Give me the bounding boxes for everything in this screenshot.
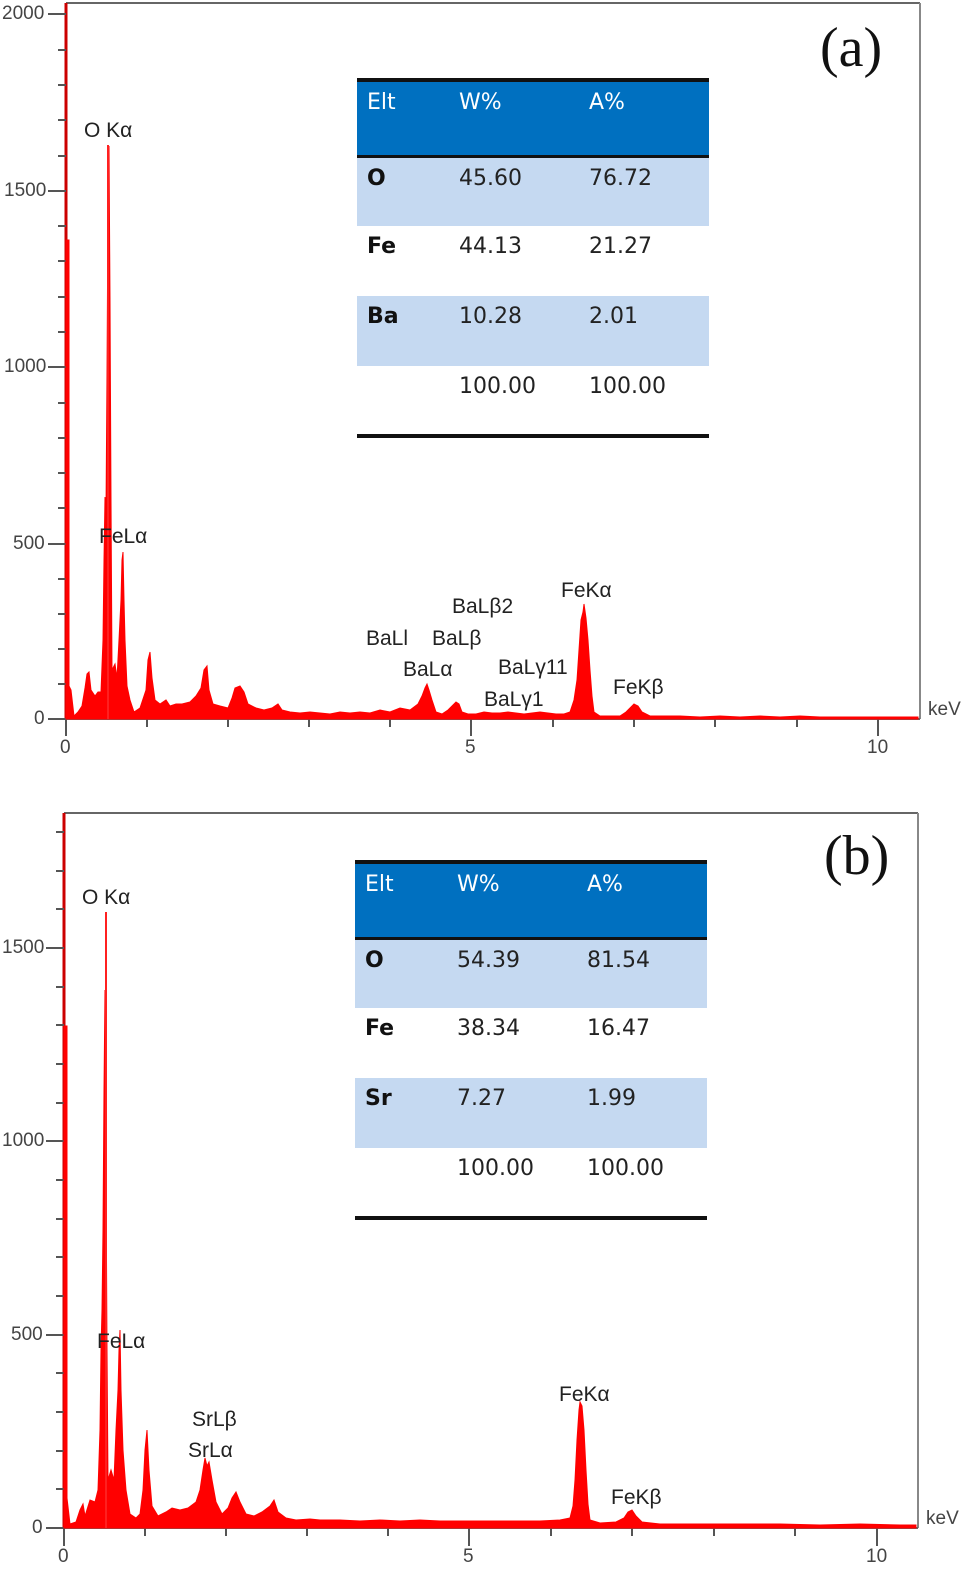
cell-elt: O: [365, 947, 384, 973]
table-header-row: Elt W% A%: [355, 862, 707, 938]
panel-label-a: (a): [820, 17, 883, 79]
x-tick-0: 0: [58, 1546, 69, 1567]
cell-at: 81.54: [587, 947, 650, 973]
table-total-row: 100.00 100.00: [357, 366, 709, 436]
peak-label-o-ka: O Kα: [84, 119, 133, 142]
cell-wt: 45.60: [459, 165, 522, 191]
x-unit-label: keV: [926, 1508, 959, 1529]
header-at: A%: [587, 872, 623, 897]
peak-label-fe-ka: FeKα: [561, 579, 612, 602]
table-row: Fe 44.13 21.27: [357, 226, 709, 296]
cell-elt: Ba: [367, 304, 399, 329]
x-tick-5: 5: [463, 1546, 474, 1567]
cell-elt: Fe: [367, 234, 397, 259]
table-row: Ba 10.28 2.01: [357, 296, 709, 366]
peak-label-fe-la: FeLα: [99, 525, 148, 548]
peak-label-ba-ll: BaLl: [366, 627, 409, 650]
cell-at-total: 100.00: [589, 374, 666, 399]
peak-label-ba-lb2: BaLβ2: [452, 595, 514, 618]
y-tick-0: 0: [34, 708, 45, 729]
panel-a: 2000 1500 1000 500 0 0 5 10 keV (a) O Kα…: [0, 0, 975, 790]
table-row: Sr 7.27 1.99: [355, 1078, 707, 1148]
cell-elt: Fe: [365, 1016, 395, 1041]
y-tick-1000: 1000: [4, 356, 47, 377]
x-tick-10: 10: [866, 1546, 888, 1567]
y-tick-500: 500: [13, 533, 45, 554]
cell-wt: 10.28: [459, 304, 522, 329]
peak-label-sr-la: SrLα: [188, 1439, 233, 1462]
panel-label-b: (b): [824, 825, 890, 887]
spectrum-b-plot: [46, 812, 919, 1546]
header-elt: Elt: [365, 872, 394, 897]
peak-label-ba-lb: BaLβ: [432, 627, 482, 650]
cell-elt: O: [367, 165, 386, 191]
composition-table-b: Elt W% A% O 54.39 81.54 Fe 38.34 16.47 S…: [355, 860, 707, 1220]
peak-label-fe-kb: FeKβ: [611, 1486, 662, 1509]
y-tick-1000: 1000: [2, 1130, 45, 1151]
peak-label-ba-la: BaLα: [403, 658, 453, 681]
peak-label-o-ka: O Kα: [82, 886, 131, 909]
cell-at: 16.47: [587, 1016, 650, 1041]
y-tick-1500: 1500: [4, 180, 47, 201]
cell-wt: 38.34: [457, 1016, 520, 1041]
table-header-row: Elt W% A%: [357, 80, 709, 156]
x-tick-5: 5: [465, 737, 476, 758]
cell-elt: Sr: [365, 1086, 392, 1111]
cell-wt: 44.13: [459, 234, 522, 259]
spectrum-a-trace: [65, 145, 919, 720]
table-total-row: 100.00 100.00: [355, 1148, 707, 1218]
x-tick-0: 0: [60, 737, 71, 758]
header-wt: W%: [459, 90, 502, 115]
y-tick-500: 500: [11, 1324, 43, 1345]
header-wt: W%: [457, 872, 500, 897]
peak-label-fe-la: FeLα: [97, 1330, 146, 1353]
panel-b: 1500 1000 500 0 0 5 10 keV (b) O Kα FeLα…: [0, 790, 975, 1585]
cell-elt: [355, 1148, 447, 1218]
spectrum-a-plot: [48, 2, 921, 736]
peak-label-ba-lg1: BaLγ1: [484, 688, 544, 711]
y-tick-2000: 2000: [2, 3, 45, 24]
table-row: O 54.39 81.54: [355, 938, 707, 1008]
peak-label-fe-ka: FeKα: [559, 1383, 610, 1406]
peak-label-fe-kb: FeKβ: [613, 676, 664, 699]
cell-at: 21.27: [589, 234, 652, 259]
cell-elt: [357, 366, 449, 436]
header-at: A%: [589, 90, 625, 115]
y-tick-0: 0: [32, 1517, 43, 1538]
cell-wt-total: 100.00: [457, 1156, 534, 1181]
cell-at: 2.01: [589, 304, 638, 329]
cell-wt: 7.27: [457, 1086, 506, 1111]
peak-label-sr-lb: SrLβ: [192, 1408, 237, 1431]
cell-at-total: 100.00: [587, 1156, 664, 1181]
x-unit-label: keV: [928, 699, 961, 720]
y-tick-1500: 1500: [2, 937, 45, 958]
peak-label-ba-lg11: BaLγ11: [498, 656, 568, 679]
cell-wt-total: 100.00: [459, 374, 536, 399]
header-elt: Elt: [367, 90, 396, 115]
table-row: Fe 38.34 16.47: [355, 1008, 707, 1078]
cell-at: 76.72: [589, 165, 652, 191]
x-tick-10: 10: [867, 737, 889, 758]
cell-at: 1.99: [587, 1086, 636, 1111]
cell-wt: 54.39: [457, 947, 520, 973]
composition-table-a: Elt W% A% O 45.60 76.72 Fe 44.13 21.27 B…: [357, 78, 709, 438]
table-row: O 45.60 76.72: [357, 156, 709, 226]
